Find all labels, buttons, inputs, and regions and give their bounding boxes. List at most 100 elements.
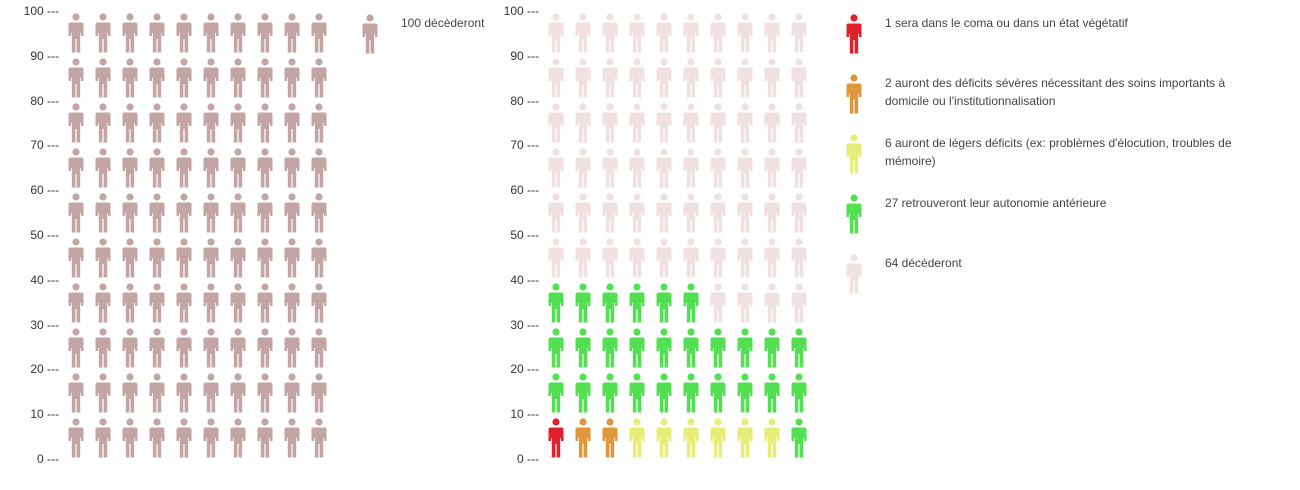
legend-label: 6 auront de légers déficits (ex: problèm… [885,136,1232,168]
person-icon [149,283,165,323]
person-icon [176,373,192,413]
person-icon [149,193,165,233]
person-icon [737,283,753,323]
person-icon [68,58,84,98]
person-icon [68,418,84,458]
person-icon [764,373,780,413]
person-icon [683,193,699,233]
person-icon [656,58,672,98]
person-icon [203,13,219,53]
person-icon [791,193,807,233]
person-icon [257,283,273,323]
person-icon [68,13,84,53]
person-icon [68,148,84,188]
person-icon [311,238,327,278]
person-icon [95,58,111,98]
axis-tick-label: 0 --- [37,452,59,466]
person-icon [548,283,564,323]
person-icon [284,103,300,143]
person-icon [548,58,564,98]
person-icon [230,283,246,323]
person-icon [737,13,753,53]
person-icon [656,103,672,143]
person-icon [95,148,111,188]
person-icon [629,373,645,413]
person-icon [629,193,645,233]
person-icon [176,418,192,458]
person-icon [791,328,807,368]
person-icon [230,238,246,278]
axis-tick-label: 50 --- [510,228,539,242]
person-icon [846,194,862,234]
person-icon [683,328,699,368]
person-icon [602,193,618,233]
person-icon [737,328,753,368]
person-icon [284,148,300,188]
person-icon [548,103,564,143]
person-icon [656,418,672,458]
person-icon [656,283,672,323]
person-icon [230,193,246,233]
person-icon [575,283,591,323]
person-icon [203,283,219,323]
axis-tick-label: 40 --- [30,272,59,287]
axis-tick-label: 0 --- [517,452,539,466]
person-icon [257,418,273,458]
person-icon [656,328,672,368]
person-icon [602,418,618,458]
person-icon [791,238,807,278]
axis-tick-label: 20 --- [510,362,539,377]
person-icon [311,328,327,368]
person-icon [362,14,378,54]
person-icon [710,373,726,413]
person-icon [602,238,618,278]
person-icon [176,283,192,323]
person-icon [764,418,780,458]
person-icon [710,148,726,188]
person-icon [176,103,192,143]
person-icon [764,148,780,188]
person-icon [575,238,591,278]
person-icon [284,58,300,98]
person-icon [575,418,591,458]
person-icon [257,58,273,98]
person-icon [203,373,219,413]
person-icon [122,238,138,278]
person-icon [764,103,780,143]
person-icon [122,283,138,323]
legend-item: 100 décèderont [358,14,508,62]
axis-tick-label: 80 --- [30,93,59,108]
person-icon [122,193,138,233]
person-icon [68,238,84,278]
person-icon [284,238,300,278]
person-icon [122,328,138,368]
legend-label: 100 décèderont [401,16,485,30]
person-icon [548,13,564,53]
person-icon [176,13,192,53]
person-icon [710,418,726,458]
person-icon [68,373,84,413]
person-icon [683,58,699,98]
person-icon [548,193,564,233]
person-icon [683,238,699,278]
person-icon [149,103,165,143]
person-icon [149,58,165,98]
person-icon [575,148,591,188]
axis-tick-label: 90 --- [510,48,539,63]
axis-tick-label: 100 --- [23,4,59,18]
person-icon [230,58,246,98]
person-icon [257,328,273,368]
person-icon [95,373,111,413]
legend-label: 27 retrouveront leur autonomie antérieur… [885,196,1107,210]
person-icon [203,58,219,98]
legend-right: 1 sera dans le coma ou dans un état végé… [842,0,1262,300]
person-icon [176,58,192,98]
person-icon [629,58,645,98]
person-icon [122,103,138,143]
person-icon [122,148,138,188]
axis-tick-label: 20 --- [30,362,59,377]
person-icon [122,373,138,413]
person-icon [284,283,300,323]
person-icon [176,328,192,368]
person-icon [311,58,327,98]
